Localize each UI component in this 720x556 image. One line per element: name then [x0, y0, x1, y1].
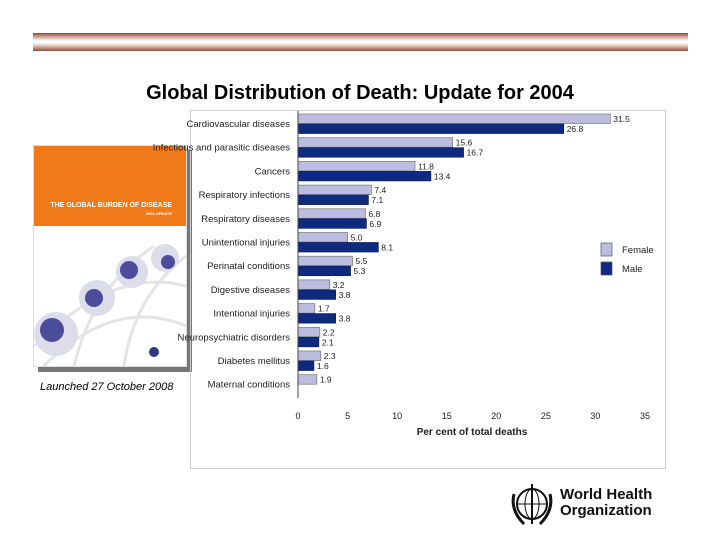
bar-female	[297, 303, 316, 314]
book-subtitle: 2004 UPDATE	[145, 211, 172, 216]
bar-female	[297, 232, 348, 243]
category-label: Respiratory infections	[199, 190, 291, 201]
data-label: 6.8	[368, 209, 380, 219]
data-label: 1.6	[317, 361, 329, 371]
chart-panel	[190, 110, 666, 469]
data-label: 5.0	[351, 233, 363, 243]
category-label: Cancers	[255, 166, 291, 177]
data-label: 15.6	[456, 138, 473, 148]
bar-male	[297, 265, 351, 277]
data-label: 31.5	[613, 114, 630, 124]
bar-female	[297, 137, 454, 148]
data-label: 7.1	[371, 195, 383, 205]
who-name: World Health Organization	[560, 487, 652, 519]
bar-female	[297, 326, 321, 338]
data-label: 13.4	[434, 171, 451, 181]
category-label: Diabetes mellitus	[218, 356, 291, 367]
header-bar	[33, 33, 688, 51]
data-label: 1.9	[320, 375, 332, 385]
book-cover-band	[34, 146, 186, 226]
data-label: 5.5	[356, 256, 368, 266]
data-label: 7.4	[374, 185, 386, 195]
bar-male	[297, 171, 432, 182]
x-tick-label: 5	[345, 411, 350, 421]
bar-female	[297, 350, 322, 361]
bar-female	[297, 113, 611, 124]
launch-caption: Launched 27 October 2008	[40, 381, 174, 393]
x-tick-label: 15	[442, 411, 452, 421]
x-tick-label: 35	[640, 411, 650, 421]
category-label: Infectious and parasitic diseases	[153, 143, 291, 154]
data-label: 16.7	[467, 148, 484, 158]
bar-female	[297, 255, 353, 267]
x-tick-label: 20	[491, 411, 501, 421]
category-label: Neuropsychiatric disorders	[178, 332, 291, 343]
data-label: 11.8	[418, 161, 434, 171]
data-label: 3.8	[339, 314, 351, 324]
bar-male	[297, 242, 379, 253]
category-label: Maternal conditions	[208, 380, 291, 391]
category-label: Intentional injuries	[213, 309, 290, 320]
data-label: 3.2	[333, 280, 345, 290]
bar-male	[297, 360, 315, 371]
book-cover-image: THE GLOBAL BURDEN OF DISEASE 2004 UPDATE	[33, 145, 187, 367]
category-label: Unintentional injuries	[202, 238, 290, 249]
data-label: 2.2	[323, 327, 335, 337]
category-label: Cardiovascular diseases	[187, 119, 291, 130]
who-logo: World Health Organization	[508, 480, 658, 530]
book-title: THE GLOBAL BURDEN OF DISEASE	[50, 202, 172, 209]
data-label: 2.3	[324, 351, 336, 361]
data-label: 1.7	[318, 304, 330, 314]
bar-female	[297, 161, 416, 172]
x-tick-label: 25	[541, 411, 551, 421]
category-label: Respiratory diseases	[201, 214, 290, 225]
data-label: 6.9	[369, 219, 381, 229]
bar-female	[297, 279, 331, 290]
x-tick-label: 10	[392, 411, 402, 421]
who-emblem-icon	[511, 484, 553, 526]
data-label: 26.8	[567, 124, 584, 134]
category-label: Digestive diseases	[211, 285, 290, 296]
x-tick-label: 0	[295, 411, 300, 421]
data-label: 8.1	[381, 243, 393, 253]
data-label: 2.1	[322, 337, 334, 347]
legend-swatch-female	[600, 242, 613, 257]
bar-female	[297, 374, 318, 385]
legend-swatch-male	[600, 261, 613, 276]
who-name-line1: World Health	[560, 486, 653, 503]
bar-male	[297, 147, 464, 158]
x-axis-title: Per cent of total deaths	[417, 427, 528, 438]
who-name-line2: Organization	[560, 502, 652, 519]
legend-label-female: Female	[622, 245, 654, 256]
slide-title: Global Distribution of Death: Update for…	[146, 82, 574, 104]
bar-male	[297, 289, 337, 300]
bar-male	[297, 336, 320, 348]
data-label: 3.8	[339, 290, 351, 300]
bar-male	[297, 218, 367, 229]
data-label: 5.3	[354, 266, 366, 276]
bar-female	[297, 184, 372, 195]
bar-male	[297, 313, 337, 324]
category-label: Perinatal conditions	[207, 261, 290, 272]
globes-illustration	[34, 244, 186, 366]
x-tick-label: 30	[590, 411, 600, 421]
bar-female	[297, 208, 366, 219]
legend-label-male: Male	[622, 264, 643, 275]
bar-male	[297, 194, 369, 205]
bar-male	[297, 123, 565, 134]
